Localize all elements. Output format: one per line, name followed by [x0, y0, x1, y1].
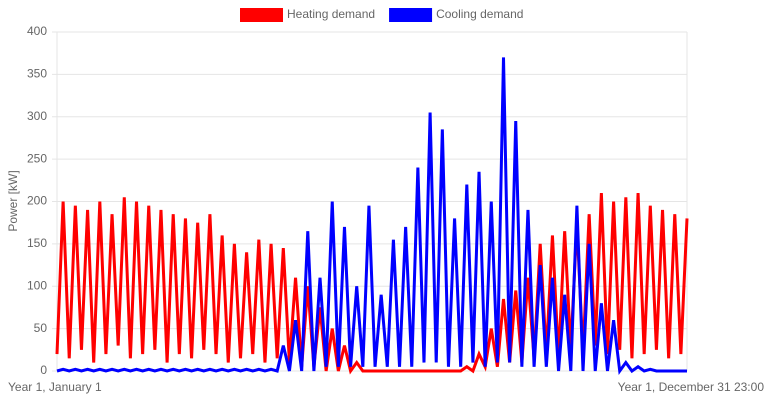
y-tick-label: 300	[27, 109, 47, 123]
y-tick-label: 100	[27, 278, 47, 292]
y-tick-label: 350	[27, 67, 47, 81]
x-tick-label: Year 1, December 31 23:00	[618, 380, 765, 394]
y-tick-label: 400	[27, 24, 47, 38]
y-tick-label: 50	[34, 321, 48, 335]
y-tick-label: 150	[27, 236, 47, 250]
y-tick-label: 250	[27, 151, 47, 165]
x-tick-label: Year 1, January 1	[8, 380, 102, 394]
legend-swatch[interactable]	[389, 8, 433, 22]
legend-label[interactable]: Cooling demand	[436, 7, 523, 21]
y-tick-label: 0	[40, 363, 47, 377]
legend-swatch[interactable]	[240, 8, 283, 22]
y-axis-label: Power [kW]	[6, 170, 20, 231]
y-tick-label: 200	[27, 194, 47, 208]
series-line	[56, 57, 687, 375]
legend-label[interactable]: Heating demand	[287, 7, 375, 21]
